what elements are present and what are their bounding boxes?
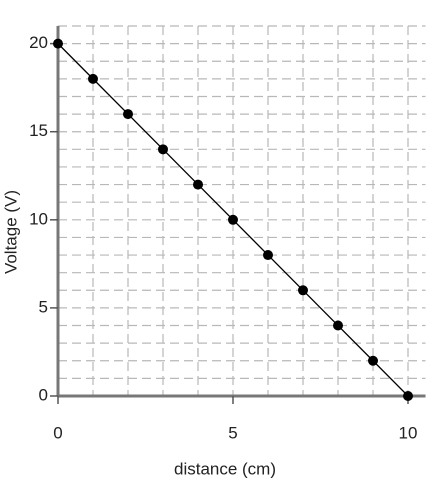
data-point: [193, 179, 203, 190]
data-point: [298, 285, 308, 296]
x-tick-label: 0: [53, 423, 62, 442]
y-tick-label: 15: [29, 121, 48, 140]
y-axis-title: Voltage (V): [1, 190, 20, 274]
y-tick-label: 20: [29, 33, 48, 52]
data-point: [88, 73, 98, 84]
x-axis-title: distance (cm): [174, 459, 276, 478]
data-point: [228, 214, 238, 225]
y-tick-label: 10: [29, 209, 48, 228]
data-point: [368, 355, 378, 366]
x-tick-label: 10: [399, 423, 418, 442]
data-point: [403, 391, 413, 401]
data-point: [263, 250, 273, 261]
data-point: [158, 144, 168, 155]
y-tick-label: 5: [39, 297, 48, 316]
x-tick-label: 5: [228, 423, 237, 442]
data-point: [123, 109, 133, 120]
y-tick-label: 0: [39, 385, 48, 404]
data-point: [53, 38, 63, 49]
data-point: [333, 320, 343, 331]
